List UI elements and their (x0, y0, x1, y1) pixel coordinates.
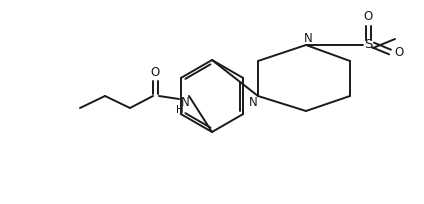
Text: O: O (151, 65, 159, 79)
Text: S: S (364, 39, 372, 51)
Text: N: N (248, 96, 257, 110)
Text: N: N (181, 96, 190, 110)
Text: H: H (176, 105, 184, 115)
Text: N: N (304, 32, 312, 45)
Text: O: O (394, 45, 404, 59)
Text: O: O (363, 10, 373, 23)
